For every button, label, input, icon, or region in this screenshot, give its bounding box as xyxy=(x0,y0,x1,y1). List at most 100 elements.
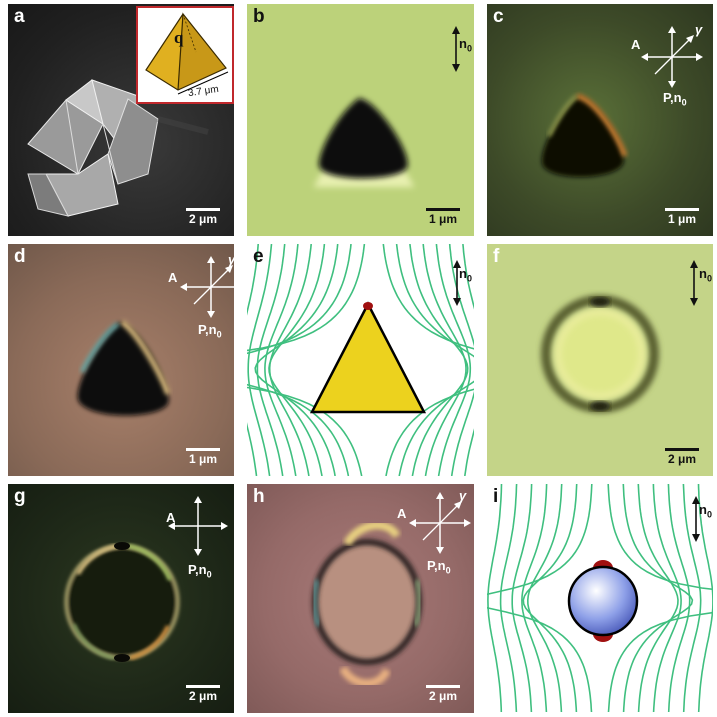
field-line xyxy=(682,484,702,713)
sem-crystals-image xyxy=(27,79,209,217)
field-line xyxy=(462,244,474,476)
pyramid-triangle xyxy=(309,301,427,414)
field-line xyxy=(435,244,472,476)
director-label: n0 xyxy=(699,502,712,520)
field-line xyxy=(264,244,299,476)
sphere-polarized-image xyxy=(64,542,180,662)
field-line xyxy=(254,244,339,476)
panel-g: g A P,n0 2 μm xyxy=(8,484,234,713)
polarizer-cross-icon xyxy=(180,256,234,318)
polarizer-label: P,n0 xyxy=(188,562,212,580)
director-field-lines-pyramid xyxy=(247,244,474,476)
scale-bar-g: 2 μm xyxy=(186,685,220,703)
analyzer-label: A xyxy=(168,270,178,285)
field-line xyxy=(499,484,518,713)
pyramid-schematic xyxy=(309,301,427,414)
director-label: n0 xyxy=(459,266,472,284)
pyramid-inset: q 3.7 μm xyxy=(136,6,234,104)
pyramid-polarized-image xyxy=(77,320,171,416)
scale-bar-line xyxy=(665,208,699,211)
scale-bar-text: 1 μm xyxy=(188,452,218,466)
field-line xyxy=(247,244,366,476)
scale-bar-text: 2 μm xyxy=(428,689,458,703)
scale-bar-line xyxy=(665,448,699,451)
field-line xyxy=(511,484,533,713)
scale-bar-line xyxy=(426,685,460,688)
field-line xyxy=(521,484,548,713)
director-label: n0 xyxy=(459,36,472,54)
scale-bar-line xyxy=(186,208,220,211)
gold-pyramid-illustration xyxy=(145,12,229,95)
sphere-brightfield-image xyxy=(541,295,659,413)
field-line xyxy=(637,484,679,713)
analyzer-label: A xyxy=(631,37,641,52)
panel-c: c A γ P,n0 1 μm xyxy=(487,4,713,236)
field-line xyxy=(382,244,474,476)
director-label: n0 xyxy=(699,266,712,284)
panel-label-b: b xyxy=(253,6,265,27)
scale-bar-f: 2 μm xyxy=(665,448,699,466)
pyramid-polarized-image xyxy=(541,93,628,178)
director-arrow-icon xyxy=(692,496,700,542)
polarizer-cross-icon xyxy=(409,492,471,554)
scale-bar-line xyxy=(426,208,460,211)
panel-i: i n0 xyxy=(487,484,713,713)
field-line xyxy=(247,244,352,476)
scale-bar-h: 2 μm xyxy=(426,685,460,703)
scale-bar-a: 2 μm xyxy=(186,208,220,226)
panel-a: q 3.7 μm a 2 μm xyxy=(8,4,234,236)
scale-bar-text: 2 μm xyxy=(188,212,218,226)
panel-f: f n0 2 μm xyxy=(487,244,713,476)
polarizer-cross-icon xyxy=(168,496,228,556)
defect-point xyxy=(363,302,373,310)
inset-q-symbol: q xyxy=(174,28,184,47)
polarizer-label: P,n0 xyxy=(198,322,222,340)
scale-bar-d: 1 μm xyxy=(186,448,220,466)
analyzer-label: A xyxy=(397,506,407,521)
analyzer-label: A xyxy=(166,510,176,525)
sphere-polarized-image xyxy=(312,521,422,688)
scale-bar-text: 1 μm xyxy=(667,212,697,226)
field-line xyxy=(652,484,682,713)
field-line xyxy=(487,484,503,713)
field-line xyxy=(247,244,273,476)
polarizer-label: P,n0 xyxy=(663,90,687,108)
field-line xyxy=(622,484,694,713)
field-line xyxy=(487,484,593,713)
polarizer-label: P,n0 xyxy=(427,558,451,576)
panel-e: e n0 xyxy=(247,244,474,476)
director-arrow-icon xyxy=(453,260,461,306)
field-line xyxy=(607,484,713,713)
panel-label-h: h xyxy=(253,486,265,507)
field-line xyxy=(448,244,474,476)
scale-bar-line xyxy=(186,685,220,688)
field-line xyxy=(526,484,563,713)
field-line xyxy=(268,244,326,476)
gamma-label: γ xyxy=(695,22,703,37)
panel-label-e: e xyxy=(253,246,264,267)
panel-h: h A γ P,n0 2 μm xyxy=(247,484,474,713)
sphere-circle xyxy=(567,565,639,637)
polarizer-cross-icon xyxy=(641,26,703,88)
field-line xyxy=(522,484,578,713)
field-line xyxy=(422,244,467,476)
sphere-schematic xyxy=(567,560,639,642)
field-line xyxy=(667,484,691,713)
panel-label-a: a xyxy=(14,6,25,27)
panel-d: d A γ P,n0 1 μm xyxy=(8,244,234,476)
panel-label-g: g xyxy=(14,486,26,507)
panel-label-d: d xyxy=(14,246,26,267)
scale-bar-c: 1 μm xyxy=(665,208,699,226)
panel-b: b n0 1 μm xyxy=(247,4,474,236)
panel-label-f: f xyxy=(493,246,500,267)
field-line xyxy=(395,244,474,476)
director-field-lines-sphere xyxy=(487,484,713,713)
field-line xyxy=(697,484,713,713)
scale-bar-text: 2 μm xyxy=(667,452,697,466)
panel-label-c: c xyxy=(493,6,504,27)
panel-label-i: i xyxy=(493,486,499,507)
gamma-label: γ xyxy=(459,488,467,503)
scale-bar-text: 2 μm xyxy=(188,689,218,703)
gamma-label: γ xyxy=(228,252,234,267)
director-arrow-icon xyxy=(452,26,460,72)
